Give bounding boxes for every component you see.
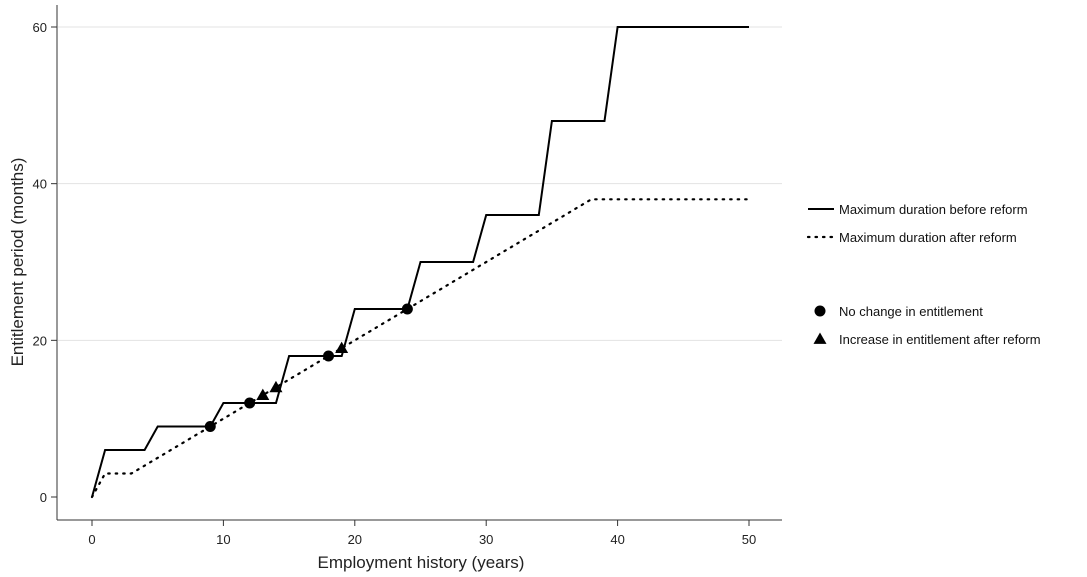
series (90, 26, 751, 499)
legend-swatch-marker (813, 332, 827, 344)
y-tick-label: 20 (33, 333, 47, 348)
series-line-after-reform (90, 198, 751, 499)
markers (204, 303, 413, 432)
axes: 0 20 40 60 0 10 20 30 40 50 (33, 5, 782, 547)
y-tick-label: 0 (40, 490, 47, 505)
marker-increase (335, 341, 349, 354)
marker-increase (269, 380, 283, 393)
legend-label: No change in entitlement (839, 304, 983, 319)
series-line-before-reform (91, 26, 749, 498)
y-tick-label: 60 (33, 20, 47, 35)
marker-no-change (401, 303, 413, 315)
legend-label: Increase in entitlement after reform (839, 332, 1041, 347)
x-tick-label: 20 (348, 532, 362, 547)
marker-no-change (244, 397, 256, 409)
grid (58, 26, 782, 341)
x-axis-title: Employment history (years) (318, 553, 525, 572)
y-axis-title: Entitlement period (months) (8, 158, 27, 367)
x-tick-label: 0 (88, 532, 95, 547)
x-tick-label: 10 (216, 532, 230, 547)
marker-increase (256, 388, 270, 401)
legend-swatch-marker (814, 305, 826, 317)
x-tick-label: 50 (742, 532, 756, 547)
x-tick-label: 30 (479, 532, 493, 547)
legend: Maximum duration before reform Maximum du… (806, 202, 1041, 347)
legend-label: Maximum duration after reform (839, 230, 1017, 245)
legend-label: Maximum duration before reform (839, 202, 1028, 217)
marker-no-change (323, 350, 335, 362)
x-tick-label: 40 (610, 532, 624, 547)
marker-no-change (204, 421, 216, 432)
y-tick-label: 40 (33, 177, 47, 192)
